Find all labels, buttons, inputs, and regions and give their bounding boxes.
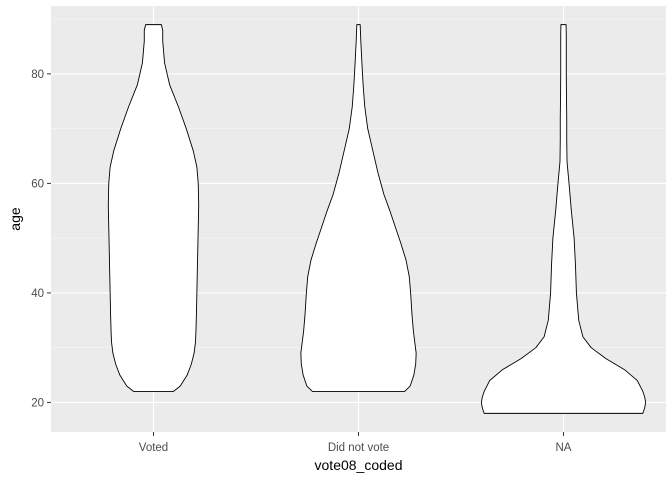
y-tick-label: 80 <box>31 69 44 81</box>
x-tick-label: NA <box>556 442 572 454</box>
y-tick-label: 20 <box>31 397 44 409</box>
x-axis-title: vote08_coded <box>315 457 403 473</box>
violin-na <box>480 24 647 414</box>
y-axis-title: age <box>7 207 23 231</box>
x-tick-label: Voted <box>139 442 168 454</box>
y-tick-label: 40 <box>31 288 44 300</box>
violin-voted <box>107 24 200 392</box>
violins <box>107 24 647 414</box>
violin-did-not-vote <box>300 24 417 392</box>
x-axis: Voted Did not vote NA <box>139 432 572 454</box>
y-tick-label: 60 <box>31 178 44 190</box>
x-tick-label: Did not vote <box>328 442 389 454</box>
y-axis: 20 40 60 80 <box>31 69 51 409</box>
